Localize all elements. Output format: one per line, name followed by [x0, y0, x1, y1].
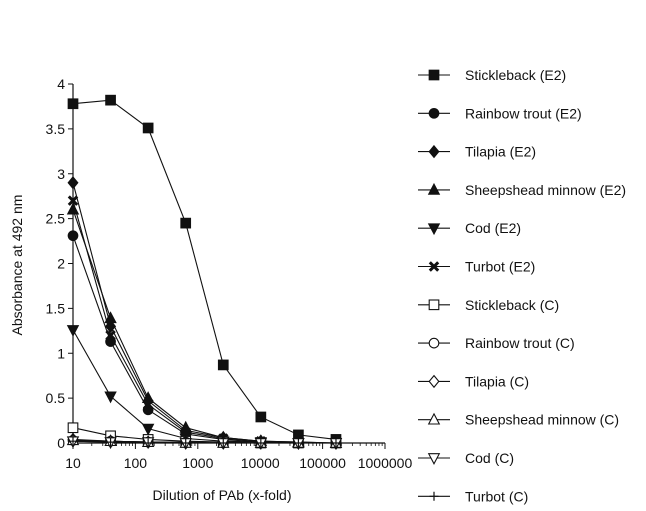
legend-marker — [428, 107, 440, 119]
legend-label: Tilapia (C) — [465, 373, 529, 389]
legend-label: Sheepshead minnow (E2) — [465, 182, 626, 198]
legend-item: Rainbow trout (E2) — [418, 105, 582, 121]
legend-label: Sheepshead minnow (C) — [465, 412, 619, 428]
legend-item: Tilapia (E2) — [418, 144, 536, 160]
legend-marker — [427, 453, 441, 465]
legend-marker — [428, 374, 440, 389]
data-point — [67, 176, 79, 190]
data-point — [331, 438, 341, 448]
legend-item: Sheepshead minnow (E2) — [418, 182, 626, 198]
data-point — [218, 438, 228, 448]
y-tick-label: 0 — [57, 435, 65, 451]
series-line — [72, 209, 337, 444]
legend-marker — [429, 491, 439, 501]
series-line — [72, 182, 337, 444]
data-point — [181, 438, 191, 448]
y-tick-label: 3.5 — [46, 121, 66, 137]
legend-label: Turbot (C) — [465, 488, 528, 504]
data-point — [293, 438, 303, 448]
x-tick-label: 100000 — [299, 455, 346, 471]
x-tick-label: 10 — [65, 455, 81, 471]
data-point — [67, 98, 79, 110]
legend-item: Turbot (E2) — [418, 259, 535, 275]
legend-marker — [428, 337, 440, 349]
data-point — [217, 359, 229, 371]
data-point — [141, 423, 155, 436]
legend-label: Rainbow trout (E2) — [465, 105, 582, 121]
data-point — [67, 195, 79, 206]
x-tick-label: 1000000 — [358, 455, 413, 471]
legend-item: Tilapia (C) — [418, 373, 529, 389]
legend-item: Stickleback (E2) — [418, 67, 566, 83]
data-point — [105, 319, 117, 333]
data-point — [142, 399, 154, 410]
data-point — [143, 438, 153, 448]
y-tick-label: 1.5 — [46, 300, 66, 316]
x-tick-label: 100 — [124, 455, 148, 471]
data-point — [67, 230, 79, 242]
y-tick-label: 4 — [57, 76, 65, 92]
data-point — [142, 122, 154, 134]
x-tick-label: 10000 — [241, 455, 280, 471]
legend-marker — [428, 299, 440, 311]
series-lines — [72, 99, 337, 444]
legend-marker — [428, 144, 440, 159]
legend-item: Stickleback (C) — [418, 297, 559, 313]
data-point — [256, 438, 266, 448]
data-point — [105, 94, 116, 106]
data-point — [105, 330, 116, 341]
legend-marker — [428, 261, 440, 272]
series-line — [72, 329, 336, 444]
legend-marker — [427, 182, 441, 195]
data-point — [104, 391, 117, 404]
y-tick-label: 2.5 — [46, 211, 66, 227]
legend-item: Turbot (C) — [418, 488, 528, 504]
y-tick-label: 1 — [57, 345, 65, 361]
legend-label: Cod (C) — [465, 450, 514, 466]
y-tick-label: 3 — [57, 166, 65, 182]
x-tick-label: 1000 — [182, 455, 213, 471]
legend-item: Cod (E2) — [418, 220, 521, 236]
data-point — [106, 437, 116, 447]
legend-marker — [428, 69, 440, 81]
legend-label: Stickleback (C) — [465, 297, 559, 313]
series-line — [72, 440, 336, 444]
series-markers — [66, 94, 343, 450]
data-point — [68, 436, 78, 446]
data-point — [180, 426, 191, 438]
data-point — [66, 202, 80, 215]
x-axis-label: Dilution of PAb (x-fold) — [152, 487, 291, 503]
data-point — [66, 325, 80, 337]
legend-item: Cod (C) — [418, 450, 514, 466]
legend-label: Cod (E2) — [465, 220, 521, 236]
legend-marker — [427, 223, 441, 236]
data-point — [255, 411, 267, 423]
data-point — [67, 422, 79, 434]
data-point — [104, 311, 117, 324]
y-tick-label: 0.5 — [46, 390, 66, 406]
series-line — [72, 99, 337, 440]
legend-label: Tilapia (E2) — [465, 144, 536, 160]
y-tick-label: 2 — [57, 256, 65, 272]
legend-item: Rainbow trout (C) — [418, 335, 575, 351]
axes: 0 0.5 1 1.5 2 2.5 3 3.5 4 10 100 1000 10000 100000 100… — [46, 76, 413, 471]
legend-label: Stickleback (E2) — [465, 67, 566, 83]
legend-label: Rainbow trout (C) — [465, 335, 575, 351]
legend-item: Sheepshead minnow (C) — [418, 412, 619, 428]
legend: Stickleback (E2) Rainbow trout (E2) Tilapi… — [418, 67, 626, 504]
legend-label: Turbot (E2) — [465, 259, 535, 275]
data-point — [180, 217, 192, 229]
y-axis-label: Absorbance at 492 nm — [9, 195, 25, 336]
legend-marker — [427, 412, 441, 425]
